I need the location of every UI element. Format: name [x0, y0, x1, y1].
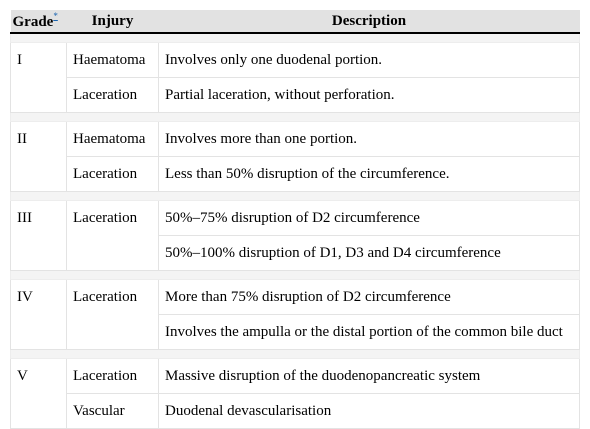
table-row: I Haematoma Involves only one duodenal p…: [10, 42, 580, 113]
grade-cell: III: [10, 200, 67, 271]
description-cell: 50%–100% disruption of D1, D3 and D4 cir…: [158, 235, 580, 271]
description-cell: 50%–75% disruption of D2 circumference: [158, 200, 580, 236]
group-spacer: [10, 191, 580, 201]
injury-cell: Laceration: [66, 77, 159, 113]
table-row: V Laceration Massive disruption of the d…: [10, 358, 580, 429]
description-cell: Partial laceration, without perforation.: [158, 77, 580, 113]
grade-cell: IV: [10, 279, 67, 350]
injury-column-header: Injury: [66, 10, 159, 34]
injury-cell: Vascular: [66, 393, 159, 429]
description-cell: Involves only one duodenal portion.: [158, 42, 580, 78]
injury-cell: Laceration: [66, 279, 159, 350]
injury-cell: Haematoma: [66, 121, 159, 157]
grade-column-header: Grade*: [10, 10, 67, 34]
group-spacer: [10, 32, 580, 43]
description-cell: More than 75% disruption of D2 circumfer…: [158, 279, 580, 315]
injury-cell: Laceration: [66, 200, 159, 271]
table-row: IV Laceration More than 75% disruption o…: [10, 279, 580, 350]
table-row: 50%–100% disruption of D1, D3 and D4 cir…: [11, 235, 580, 271]
description-cell: Involves more than one portion.: [158, 121, 580, 157]
group-spacer: [10, 112, 580, 122]
grade-footnote-link[interactable]: *: [53, 11, 58, 21]
grade-cell: II: [10, 121, 67, 192]
table-row: II Haematoma Involves more than one port…: [10, 121, 580, 192]
injury-cell: Laceration: [66, 358, 159, 394]
duodenal-injury-grading-table: Grade* Injury Description I Haematoma In…: [10, 10, 580, 429]
description-column-header: Description: [158, 10, 580, 34]
description-cell: Involves the ampulla or the distal porti…: [158, 314, 580, 350]
group-spacer: [10, 270, 580, 280]
table-row: Vascular Duodenal devascularisation: [11, 393, 580, 429]
table-row: Laceration Less than 50% disruption of t…: [11, 156, 580, 192]
table-row: III Laceration 50%–75% disruption of D2 …: [10, 200, 580, 271]
grade-header-label: Grade: [12, 14, 54, 30]
description-cell: Less than 50% disruption of the circumfe…: [158, 156, 580, 192]
grading-table-container: Grade* Injury Description I Haematoma In…: [10, 10, 580, 429]
injury-cell: Haematoma: [66, 42, 159, 78]
description-cell: Duodenal devascularisation: [158, 393, 580, 429]
table-row: Involves the ampulla or the distal porti…: [11, 314, 580, 350]
group-spacer: [10, 349, 580, 359]
table-header-row: Grade* Injury Description: [10, 10, 580, 34]
injury-cell: Laceration: [66, 156, 159, 192]
description-cell: Massive disruption of the duodenopancrea…: [158, 358, 580, 394]
grade-cell: V: [10, 358, 67, 429]
table-row: Laceration Partial laceration, without p…: [11, 77, 580, 113]
grade-cell: I: [10, 42, 67, 113]
